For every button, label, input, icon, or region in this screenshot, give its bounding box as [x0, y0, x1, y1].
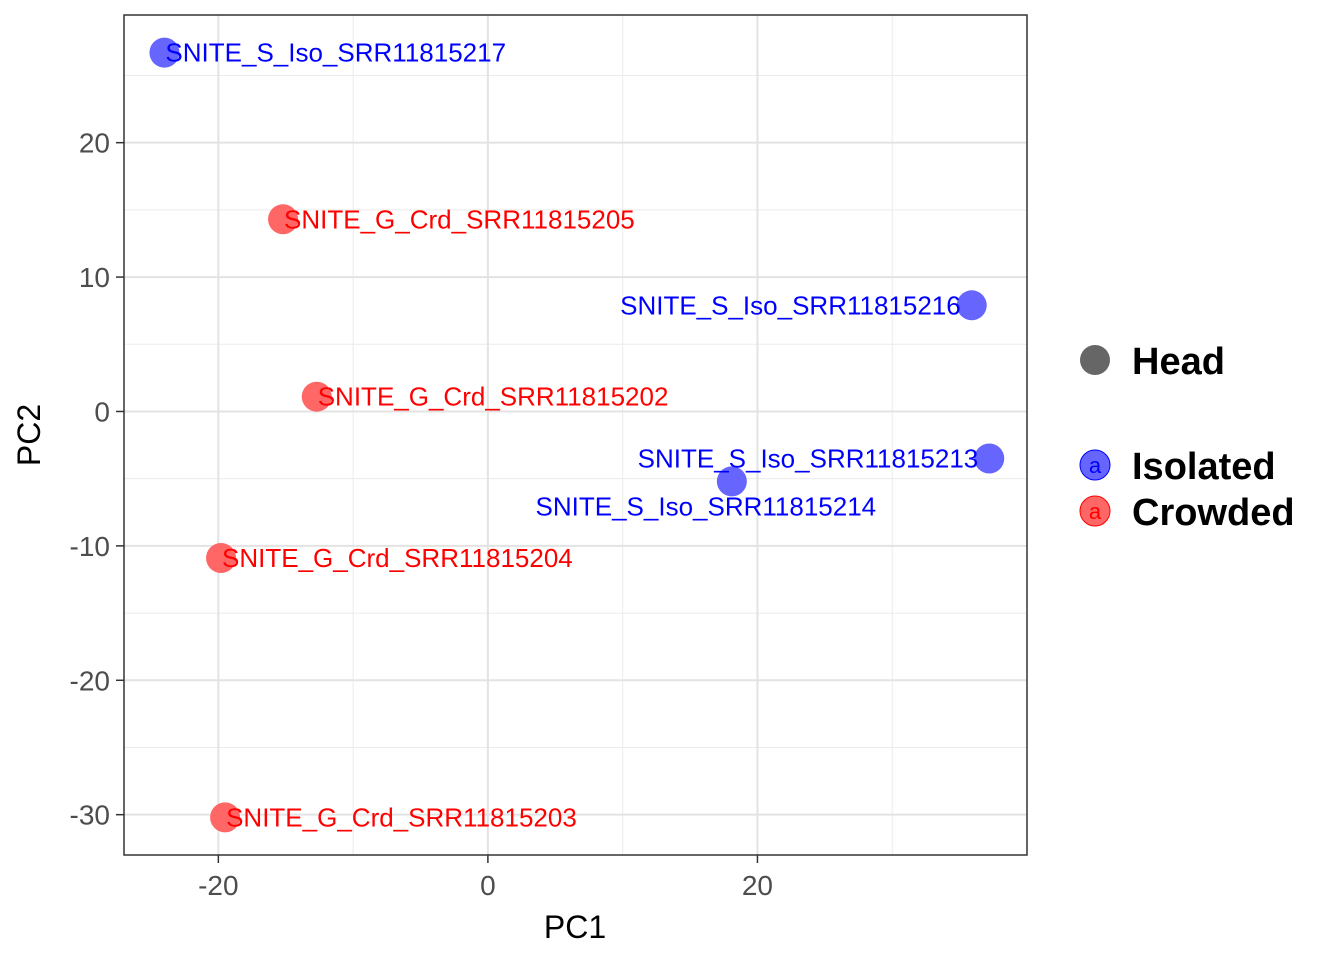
point-label: SNITE_G_Crd_SRR11815202: [318, 382, 669, 412]
point-label: SNITE_G_Crd_SRR11815205: [284, 204, 635, 234]
legend-crowded-key-glyph: a: [1089, 499, 1102, 524]
data-point-crowded: [210, 802, 241, 833]
point-label: SNITE_G_Crd_SRR11815204: [222, 543, 573, 573]
y-tick-label: -30: [70, 800, 110, 831]
x-axis-title: PC1: [544, 909, 606, 945]
plot-border: [123, 14, 1028, 856]
y-tick-label: 0: [94, 396, 110, 427]
point-label: SNITE_S_Iso_SRR11815213: [638, 444, 979, 474]
x-tick-label: -20: [198, 870, 238, 901]
data-points: [149, 37, 1005, 833]
legend-shape-label: Head: [1132, 341, 1225, 383]
x-tick-label: 20: [742, 870, 773, 901]
data-point-isolated: [956, 290, 987, 321]
x-axis: -20 0 20: [198, 855, 773, 901]
x-tick-label: 0: [480, 870, 496, 901]
y-axis-title: PC2: [11, 404, 47, 466]
legend-isolated-key-glyph: a: [1089, 453, 1102, 478]
y-tick-label: 20: [79, 128, 110, 159]
data-point-isolated: [149, 37, 180, 68]
legend: Head a Isolated a Crowded: [1079, 341, 1295, 534]
data-point-isolated: [716, 466, 747, 497]
point-labels: SNITE_S_Iso_SRR11815217 SNITE_G_Crd_SRR11…: [165, 38, 978, 833]
minor-gridlines: [124, 15, 1027, 855]
data-point-crowded: [301, 381, 332, 412]
point-label: SNITE_G_Crd_SRR11815203: [226, 802, 577, 832]
legend-isolated-label: Isolated: [1132, 446, 1276, 488]
y-tick-label: -20: [70, 665, 110, 696]
data-point-crowded: [206, 542, 237, 573]
y-tick-label: 10: [79, 262, 110, 293]
major-gridlines: [124, 15, 1027, 855]
legend-crowded-label: Crowded: [1132, 492, 1295, 534]
legend-shape-key-circle: [1080, 345, 1110, 375]
y-axis: -30 -20 -10 0 10 20: [70, 128, 124, 831]
legend-crowded-key-circle: [1079, 495, 1111, 527]
legend-isolated-key-circle: [1079, 449, 1111, 481]
data-point-isolated: [974, 443, 1005, 474]
y-tick-label: -10: [70, 531, 110, 562]
point-label: SNITE_S_Iso_SRR11815217: [165, 38, 506, 68]
point-label: SNITE_S_Iso_SRR11815216: [620, 290, 961, 320]
point-label: SNITE_S_Iso_SRR11815214: [536, 491, 877, 521]
plot-background: [124, 15, 1027, 855]
data-point-crowded: [268, 204, 299, 235]
